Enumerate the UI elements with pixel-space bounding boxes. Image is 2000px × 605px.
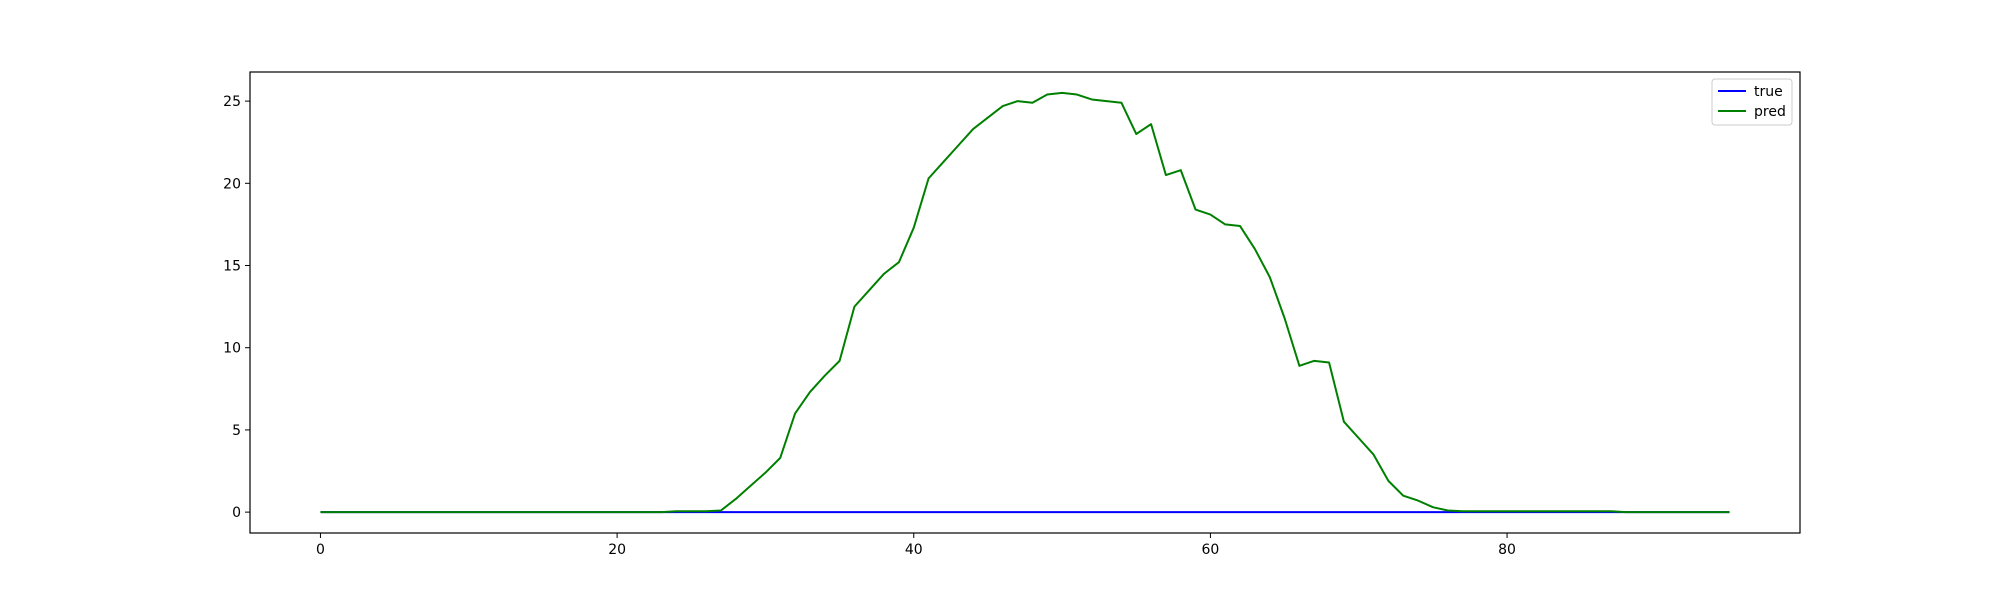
y-tick-label: 25 — [223, 94, 241, 110]
legend: true pred — [1711, 78, 1793, 126]
plot-area-frame — [249, 71, 1801, 534]
y-tick-label: 20 — [223, 176, 241, 192]
y-axis-ticks: 0 5 10 15 20 25 — [223, 94, 250, 521]
x-axis-ticks: 0 20 40 60 80 — [316, 533, 1516, 558]
x-tick-label: 20 — [608, 542, 626, 558]
x-tick-label: 80 — [1498, 542, 1516, 558]
x-tick-label: 60 — [1201, 542, 1219, 558]
series-layer — [320, 91, 1730, 514]
x-tick-label: 40 — [905, 542, 923, 558]
series-line-pred — [320, 91, 1730, 514]
y-tick-label: 0 — [232, 505, 241, 521]
x-tick-label: 0 — [316, 542, 325, 558]
y-tick-label: 15 — [223, 259, 241, 275]
y-tick-label: 10 — [223, 341, 241, 357]
y-tick-label: 5 — [232, 423, 241, 439]
legend-label-true: true — [1754, 84, 1783, 100]
legend-label-pred: pred — [1754, 104, 1786, 120]
